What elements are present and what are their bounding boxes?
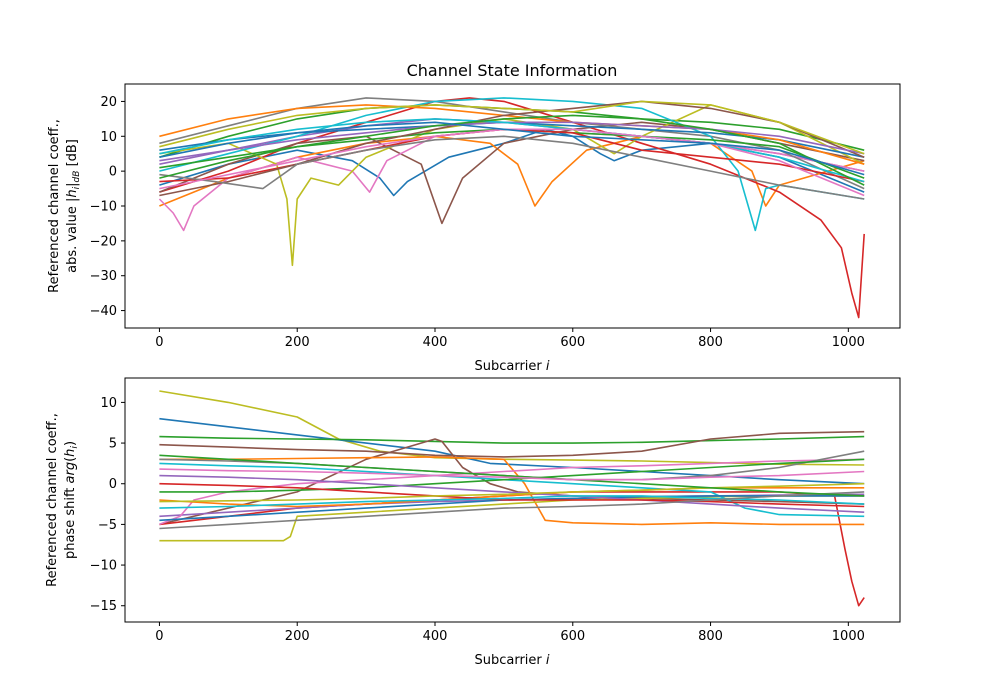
subplot-magnitude: Channel State Information 0 200 400 600 800 1… (47, 61, 901, 374)
phase-x-tick-label: 400 (423, 629, 448, 644)
phase-series-20 (159, 454, 865, 497)
magnitude-series-20 (159, 114, 865, 186)
magnitude-series-17 (159, 100, 865, 155)
magnitude-x-tick-label: 600 (560, 335, 585, 350)
phase-y-tick-label: 0 (109, 477, 117, 492)
magnitude-x-tick-label: 400 (423, 335, 448, 350)
phase-y-tick-label: −10 (90, 559, 117, 574)
phase-series-10 (159, 462, 865, 518)
magnitude-y-tick-label: −20 (90, 234, 117, 249)
magnitude-y-tick-label: 20 (100, 95, 117, 110)
phase-series-15 (159, 474, 865, 513)
chart-title: Channel State Information (407, 61, 618, 80)
phase-x-tick-label: 800 (698, 629, 723, 644)
magnitude-y-axis-label-line1: Referenced channel coeff., (47, 119, 62, 293)
magnitude-series-14 (159, 100, 865, 197)
phase-series-18 (159, 482, 865, 503)
phase-x-tick-label: 1000 (832, 629, 865, 644)
phase-x-tick-label: 0 (155, 629, 163, 644)
magnitude-x-tick-label: 1000 (832, 335, 865, 350)
magnitude-x-ticks: 0 200 400 600 800 1000 (155, 328, 865, 350)
magnitude-series-16 (159, 135, 865, 200)
phase-series-12 (159, 458, 865, 493)
phase-series-2 (159, 435, 865, 444)
phase-series-11 (159, 430, 865, 458)
phase-y-axis-label-line1: Referenced channel coeff., (45, 413, 60, 587)
phase-y-ticks: −15 −10 −5 0 5 10 (90, 396, 125, 614)
magnitude-series-1 (159, 135, 865, 207)
magnitude-series-8 (159, 104, 865, 267)
magnitude-series-18 (159, 118, 865, 183)
magnitude-x-tick-label: 800 (698, 335, 723, 350)
phase-series-group (159, 390, 865, 607)
phase-y-tick-label: −15 (90, 599, 117, 614)
magnitude-series-21 (159, 121, 865, 176)
magnitude-y-tick-label: −40 (90, 304, 117, 319)
magnitude-x-tick-label: 200 (285, 335, 310, 350)
phase-y-axis-label-line2: phase shift arg(hi) (63, 441, 80, 559)
phase-x-ticks: 0 200 400 600 800 1000 (155, 622, 865, 644)
phase-series-3 (159, 438, 865, 526)
phase-y-tick-label: 10 (100, 396, 117, 411)
magnitude-x-axis-label: Subcarrier i (474, 359, 549, 374)
phase-series-21 (159, 468, 865, 481)
phase-x-tick-label: 600 (560, 629, 585, 644)
phase-y-tick-label: −5 (98, 518, 117, 533)
magnitude-x-tick-label: 0 (155, 335, 163, 350)
phase-x-axis-label: Subcarrier i (474, 653, 549, 668)
phase-y-tick-label: 5 (109, 437, 117, 452)
phase-series-5 (159, 456, 865, 526)
phase-series-19 (159, 491, 865, 530)
phase-series-16 (159, 482, 865, 508)
magnitude-y-tick-label: 10 (100, 130, 117, 145)
subplot-phase: 0 200 400 600 800 1000 −15 −10 −5 0 5 10 Subcarrie… (45, 377, 901, 668)
phase-x-tick-label: 200 (285, 629, 310, 644)
magnitude-y-tick-label: −10 (90, 200, 117, 215)
magnitude-y-tick-label: −30 (90, 269, 117, 284)
magnitude-y-ticks: −40 −30 −20 −10 0 10 20 (90, 95, 125, 319)
magnitude-y-axis-label-line2: abs. value |hi|dB [dB] (65, 139, 82, 273)
magnitude-y-tick-label: 0 (109, 165, 117, 180)
phase-axes-frame (124, 377, 901, 623)
magnitude-series-group (158, 97, 865, 319)
magnitude-series-7 (159, 97, 865, 190)
